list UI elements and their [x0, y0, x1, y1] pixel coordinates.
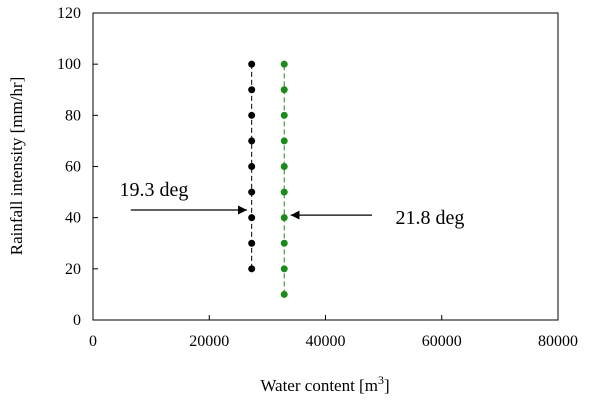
data-point — [248, 86, 256, 94]
y-axis-title: Rainfall intensity [mm/hr] — [7, 77, 26, 255]
y-axis-ticks: 0 20 40 60 80 100 120 — [57, 5, 98, 329]
series-layer — [248, 60, 288, 298]
data-point — [280, 265, 288, 273]
data-point — [248, 163, 256, 170]
series-2 — [280, 60, 288, 298]
annotation-label: 19.3 deg — [120, 179, 189, 201]
x-axis-ticks: 0 20000 40000 60000 80000 — [89, 315, 578, 350]
x-tick-label: 0 — [89, 333, 97, 350]
y-tick-label: 0 — [73, 312, 81, 329]
data-point — [280, 214, 288, 222]
annotations: 19.3 deg 21.8 deg — [120, 179, 465, 229]
x-axis-title-superscript: 3 — [378, 373, 384, 387]
x-tick-label: 60000 — [422, 333, 462, 350]
data-point — [280, 111, 288, 119]
y-tick-label: 20 — [65, 261, 81, 278]
data-point — [280, 239, 288, 247]
plot-frame — [92, 12, 559, 321]
x-tick-label: 40000 — [306, 333, 346, 350]
annotation-label: 21.8 deg — [396, 207, 465, 229]
y-tick-label: 80 — [65, 107, 81, 124]
data-point — [248, 239, 256, 247]
data-point — [248, 188, 256, 196]
data-point — [280, 188, 288, 196]
data-point — [280, 290, 288, 298]
data-point — [248, 265, 256, 273]
data-point — [280, 86, 288, 94]
data-point — [248, 137, 256, 145]
y-tick-label: 100 — [57, 56, 81, 73]
data-point — [280, 163, 288, 170]
y-tick-label: 40 — [65, 210, 81, 227]
data-point — [248, 214, 256, 222]
data-point — [280, 60, 288, 68]
y-tick-label: 60 — [65, 159, 81, 176]
series-1 — [248, 60, 256, 273]
data-point — [280, 137, 288, 145]
data-point — [248, 60, 256, 68]
x-axis-title: Water content [m3] — [260, 373, 389, 395]
y-tick-label: 120 — [57, 5, 81, 22]
x-tick-label: 20000 — [189, 333, 229, 350]
x-tick-label: 80000 — [538, 333, 578, 350]
data-point — [248, 111, 256, 119]
